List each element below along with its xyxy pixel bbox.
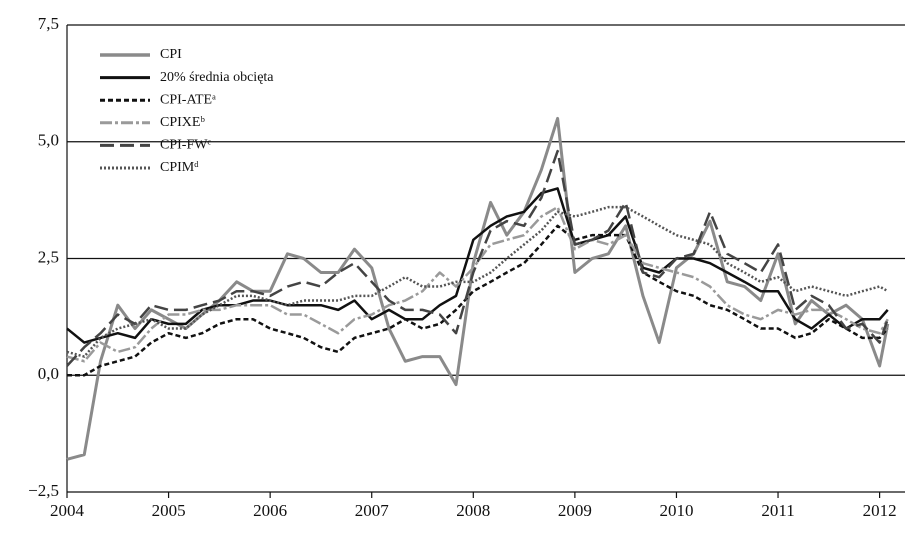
legend-label: CPI	[160, 47, 182, 62]
x-tick-label: 2009	[558, 501, 592, 520]
y-tick-label: 7,5	[38, 14, 59, 33]
y-tick-label: 0,0	[38, 364, 59, 383]
x-tick-label: 2007	[355, 501, 390, 520]
series-line	[66, 205, 889, 358]
x-tick-label: 2004	[50, 501, 85, 520]
x-tick-label: 2005	[152, 501, 186, 520]
legend-label: CPI-ATEᵃ	[160, 92, 216, 107]
series-line	[66, 205, 889, 363]
legend-label: CPI-FWᶜ	[160, 138, 211, 153]
series-line	[66, 149, 889, 367]
legend-label: CPIXEᵇ	[160, 115, 205, 130]
series-line	[67, 224, 889, 377]
y-tick-label: 5,0	[38, 131, 59, 150]
y-tick-label: −2,5	[28, 481, 59, 500]
y-tick-label: 2,5	[38, 247, 59, 266]
x-tick-label: 2006	[253, 501, 287, 520]
legend-label: 20% średnia obcięta	[160, 70, 274, 85]
x-tick-label: 2012	[863, 501, 897, 520]
x-tick-label: 2008	[456, 501, 490, 520]
legend-label: CPIMᵈ	[160, 160, 199, 175]
x-tick-label: 2010	[659, 501, 693, 520]
x-tick-label: 2011	[761, 501, 794, 520]
